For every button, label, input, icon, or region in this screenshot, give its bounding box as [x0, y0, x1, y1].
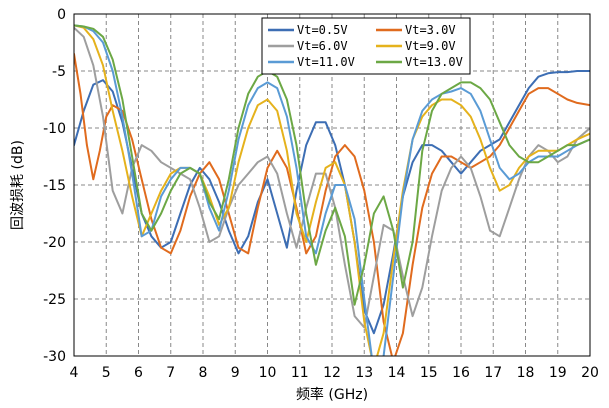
- y-tick-label: 0: [57, 7, 66, 23]
- legend-label: Vt=13.0V: [405, 55, 463, 69]
- y-tick-label: -15: [43, 178, 66, 194]
- x-tick-label: 6: [134, 365, 143, 381]
- x-tick-label: 11: [291, 365, 309, 381]
- x-tick-label: 7: [166, 365, 175, 381]
- x-tick-label: 9: [231, 365, 240, 381]
- series-lines: [74, 24, 590, 356]
- x-tick-label: 16: [452, 365, 470, 381]
- x-tick-label: 5: [102, 365, 111, 381]
- x-tick-label: 12: [323, 365, 341, 381]
- y-tick-label: -30: [43, 349, 66, 365]
- x-axis-label: 频率 (GHz): [296, 386, 368, 403]
- x-tick-label: 13: [355, 365, 373, 381]
- x-tick-label: 20: [581, 365, 599, 381]
- x-tick-label: 10: [259, 365, 277, 381]
- legend-label: Vt=0.5V: [297, 23, 348, 37]
- series-line-6: [74, 24, 590, 306]
- series-line-2: [74, 52, 590, 356]
- legend-label: Vt=3.0V: [405, 23, 456, 37]
- legend-label: Vt=11.0V: [297, 55, 355, 69]
- y-axis-label: 回波损耗 (dB): [10, 140, 26, 230]
- x-tick-label: 8: [199, 365, 208, 381]
- x-tick-label: 4: [70, 365, 79, 381]
- y-tick-label: -5: [52, 64, 66, 80]
- x-tick-label: 17: [484, 365, 502, 381]
- legend-box: [261, 17, 471, 75]
- legend-label: Vt=9.0V: [405, 39, 456, 53]
- plot-frame: [73, 13, 591, 357]
- legend: Vt=0.5V Vt=3.0V Vt=6.0V Vt=9.0V Vt=11.0V Vt=1…: [261, 17, 471, 75]
- x-tick-label: 18: [517, 365, 535, 381]
- y-tick-label: -10: [43, 121, 66, 137]
- y-tick-label: -20: [43, 235, 66, 251]
- series-line-3: [74, 26, 590, 329]
- x-axis-ticks: 4 5 6 7 8 9 10 11 12 13 14 15 16 17 18 19 20: [70, 365, 599, 381]
- series-line-4: [74, 24, 590, 356]
- x-tick-label: 15: [420, 365, 438, 381]
- y-axis-ticks: 0 -5 -10 -15 -20 -25 -30: [43, 7, 66, 365]
- series-line-5: [74, 24, 590, 356]
- x-tick-label: 19: [549, 365, 567, 381]
- x-tick-label: 14: [388, 365, 406, 381]
- y-tick-label: -25: [43, 292, 66, 308]
- legend-label: Vt=6.0V: [297, 39, 348, 53]
